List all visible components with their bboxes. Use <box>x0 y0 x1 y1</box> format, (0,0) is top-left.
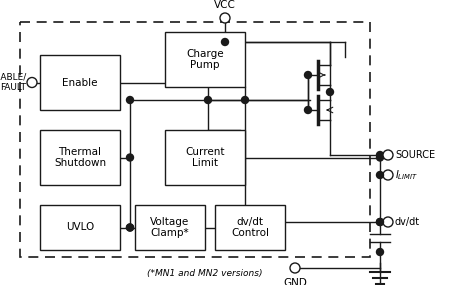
Circle shape <box>127 224 134 231</box>
Text: Thermal
Shutdown: Thermal Shutdown <box>54 147 106 168</box>
Bar <box>165 130 245 185</box>
Text: ENABLE/
FAULT: ENABLE/ FAULT <box>0 73 26 92</box>
Bar <box>40 55 120 110</box>
Circle shape <box>290 263 300 273</box>
Circle shape <box>304 107 311 113</box>
Circle shape <box>221 38 228 46</box>
Circle shape <box>127 154 134 161</box>
Circle shape <box>383 217 393 227</box>
Text: Charge
Pump: Charge Pump <box>186 49 224 70</box>
Circle shape <box>376 152 383 158</box>
Text: dv/dt: dv/dt <box>395 217 420 227</box>
Bar <box>20 22 370 257</box>
Text: $I_{LIMIT}$: $I_{LIMIT}$ <box>395 168 418 182</box>
Circle shape <box>304 72 311 78</box>
Circle shape <box>127 97 134 103</box>
Text: (*MN1 and MN2 versions): (*MN1 and MN2 versions) <box>147 269 263 278</box>
Circle shape <box>241 97 248 103</box>
Text: Enable: Enable <box>62 78 98 87</box>
Circle shape <box>127 224 134 231</box>
Circle shape <box>376 154 383 161</box>
Text: UVLO: UVLO <box>66 223 94 233</box>
Text: GND: GND <box>283 278 307 285</box>
Circle shape <box>376 219 383 225</box>
Bar <box>165 32 245 87</box>
Bar <box>135 205 205 250</box>
Circle shape <box>383 150 393 160</box>
Circle shape <box>376 219 383 225</box>
Circle shape <box>376 249 383 255</box>
Circle shape <box>220 13 230 23</box>
Text: Voltage
Clamp*: Voltage Clamp* <box>150 217 190 238</box>
Text: dv/dt
Control: dv/dt Control <box>231 217 269 238</box>
Circle shape <box>27 78 37 87</box>
Bar <box>40 205 120 250</box>
Circle shape <box>383 170 393 180</box>
Circle shape <box>376 172 383 178</box>
Text: SOURCE: SOURCE <box>395 150 435 160</box>
Bar <box>40 130 120 185</box>
Circle shape <box>327 89 334 95</box>
Circle shape <box>204 97 211 103</box>
Text: Current
Limit: Current Limit <box>185 147 225 168</box>
Text: VCC: VCC <box>214 0 236 10</box>
Bar <box>215 205 285 250</box>
